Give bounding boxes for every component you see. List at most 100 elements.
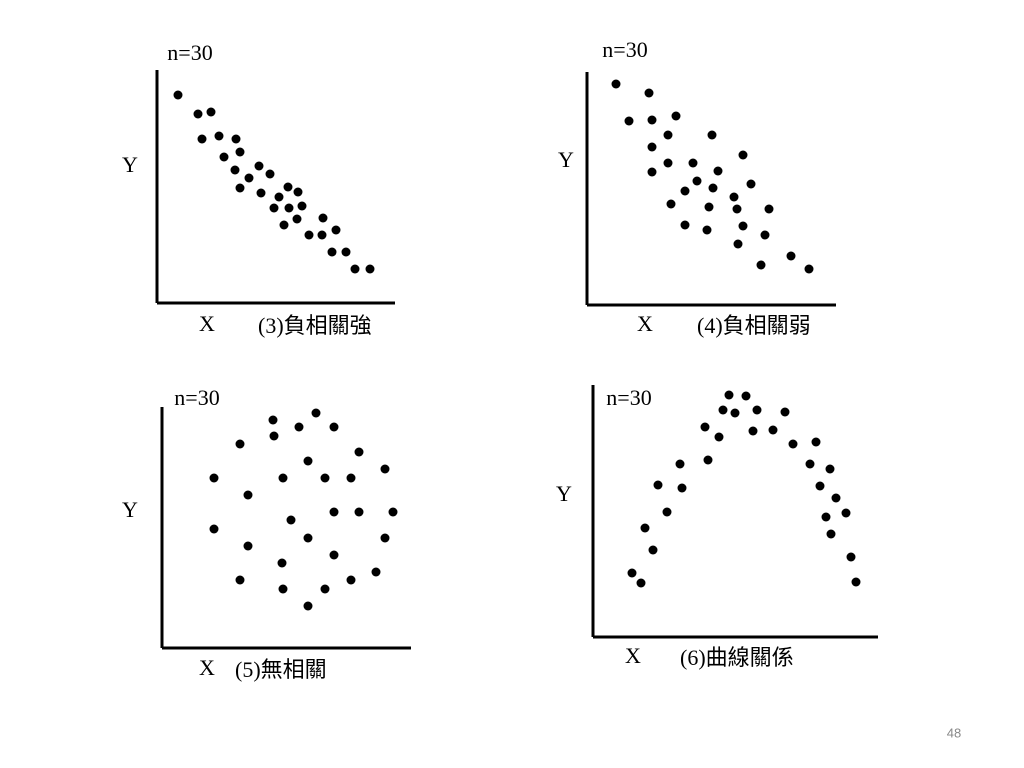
point: [804, 264, 814, 274]
point: [815, 481, 825, 491]
point: [805, 459, 815, 469]
point: [724, 390, 734, 400]
point: [738, 150, 748, 160]
caption: (5)無相關: [235, 657, 327, 682]
point: [235, 147, 245, 157]
point: [611, 79, 621, 89]
point: [647, 167, 657, 177]
point: [320, 584, 330, 594]
point: [293, 187, 303, 197]
point: [746, 179, 756, 189]
point: [292, 214, 302, 224]
point: [733, 239, 743, 249]
point: [230, 165, 240, 175]
point: [647, 115, 657, 125]
point: [653, 480, 663, 490]
point: [780, 407, 790, 417]
point: [317, 230, 327, 240]
point: [371, 567, 381, 577]
point: [703, 455, 713, 465]
point: [768, 425, 778, 435]
point: [318, 213, 328, 223]
point: [254, 161, 264, 171]
point: [825, 464, 835, 474]
point: [714, 432, 724, 442]
caption: (3)負相關強: [258, 313, 372, 338]
point: [663, 158, 673, 168]
point: [788, 439, 798, 449]
point: [702, 225, 712, 235]
point: [662, 507, 672, 517]
point: [713, 166, 723, 176]
point: [831, 493, 841, 503]
point: [329, 550, 339, 560]
point: [277, 558, 287, 568]
point: [193, 109, 203, 119]
point: [329, 422, 339, 432]
point: [677, 483, 687, 493]
chart-title: n=30: [174, 385, 219, 410]
point: [675, 459, 685, 469]
point: [327, 247, 337, 257]
point: [274, 192, 284, 202]
point: [688, 158, 698, 168]
point: [256, 188, 266, 198]
point: [243, 541, 253, 551]
point: [624, 116, 634, 126]
point: [286, 515, 296, 525]
point: [680, 220, 690, 230]
y-axis-label: Y: [122, 152, 138, 177]
point: [303, 601, 313, 611]
point: [752, 405, 762, 415]
point: [644, 88, 654, 98]
point: [851, 577, 861, 587]
point: [320, 473, 330, 483]
point: [354, 447, 364, 457]
point: [219, 152, 229, 162]
x-axis-label: X: [199, 311, 215, 336]
point: [341, 247, 351, 257]
point: [729, 192, 739, 202]
chart-title: n=30: [602, 37, 647, 62]
point: [811, 437, 821, 447]
point: [331, 225, 341, 235]
point: [278, 584, 288, 594]
point: [640, 523, 650, 533]
point: [206, 107, 216, 117]
point: [214, 131, 224, 141]
point: [294, 422, 304, 432]
point: [235, 439, 245, 449]
point: [283, 182, 293, 192]
point: [329, 507, 339, 517]
point: [700, 422, 710, 432]
point: [846, 552, 856, 562]
point: [231, 134, 241, 144]
point: [265, 169, 275, 179]
point: [648, 545, 658, 555]
point: [304, 230, 314, 240]
point: [279, 220, 289, 230]
point: [786, 251, 796, 261]
x-axis-label: X: [625, 643, 641, 668]
point: [764, 204, 774, 214]
point: [666, 199, 676, 209]
point: [730, 408, 740, 418]
y-axis-label: Y: [122, 497, 138, 522]
point: [760, 230, 770, 240]
point: [647, 142, 657, 152]
point: [841, 508, 851, 518]
y-axis-label: Y: [558, 147, 574, 172]
point: [244, 173, 254, 183]
chart-title: n=30: [606, 385, 651, 410]
point: [278, 473, 288, 483]
point: [388, 507, 398, 517]
chart-title: n=30: [167, 40, 212, 65]
point: [718, 405, 728, 415]
point: [826, 529, 836, 539]
point: [663, 130, 673, 140]
point: [707, 130, 717, 140]
point: [380, 464, 390, 474]
x-axis-label: X: [199, 655, 215, 680]
